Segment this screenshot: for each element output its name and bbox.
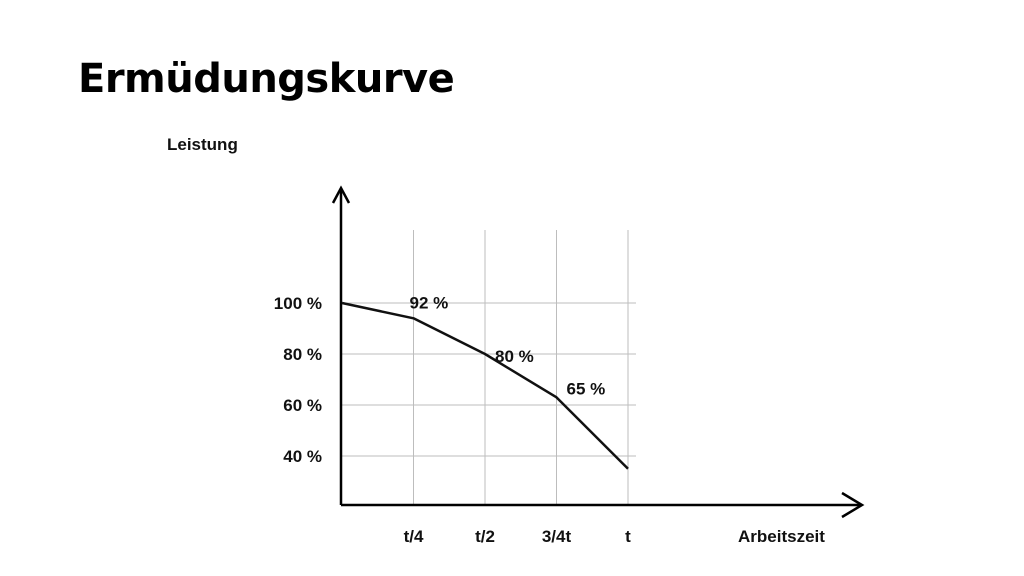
- data-label: 65 %: [567, 379, 606, 398]
- y-tick-label: 80 %: [283, 345, 322, 364]
- data-label: 80 %: [495, 347, 534, 366]
- x-tick-label: t/4: [404, 527, 424, 546]
- series: [341, 301, 629, 470]
- axes: [331, 185, 865, 519]
- x-tick-label: t/2: [475, 527, 495, 546]
- y-axis-arrow: [331, 185, 351, 204]
- y-tick-label: 60 %: [283, 396, 322, 415]
- grid-lines: [342, 230, 636, 505]
- y-tick-label: 40 %: [283, 447, 322, 466]
- labels: Leistung Arbeitszeit 100 % 80 % 60 % 40 % t/…: [167, 135, 825, 546]
- x-axis-label: Arbeitszeit: [738, 527, 825, 546]
- y-axis-label: Leistung: [167, 135, 238, 154]
- y-tick-label: 100 %: [274, 294, 322, 313]
- slide-title: Ermüdungskurve: [78, 56, 455, 102]
- x-axis-arrow: [841, 491, 865, 519]
- data-label: 92 %: [410, 293, 449, 312]
- x-tick-label: 3/4t: [542, 527, 572, 546]
- x-tick-label: t: [625, 527, 631, 546]
